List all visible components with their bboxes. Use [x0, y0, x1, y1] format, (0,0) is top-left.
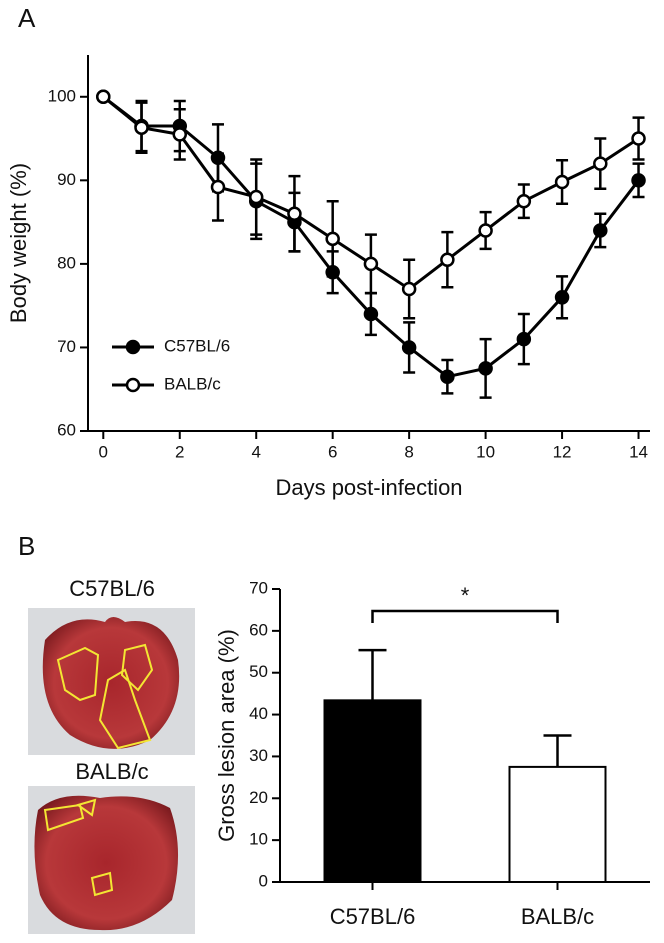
- y-tick-label: 20: [249, 788, 268, 807]
- photo: [28, 786, 195, 934]
- x-tick-label: 8: [404, 442, 413, 461]
- marker: [554, 290, 570, 305]
- marker: [516, 193, 532, 209]
- marker: [478, 223, 493, 238]
- marker: [478, 361, 493, 376]
- legend-label: C57BL/6: [164, 336, 230, 355]
- bar: [323, 699, 422, 884]
- marker: [631, 173, 646, 188]
- y-tick-label: 60: [249, 620, 268, 639]
- photo-label: BALB/c: [75, 759, 148, 784]
- y-tick-label: 30: [249, 746, 268, 765]
- x-tick-label: 14: [629, 442, 648, 461]
- marker: [210, 179, 226, 195]
- marker: [631, 131, 646, 146]
- marker: [593, 223, 608, 238]
- photo-label: C57BL/6: [69, 576, 155, 601]
- legend-marker: [125, 377, 141, 393]
- x-tick-label: 12: [553, 442, 572, 461]
- x-tick-label: 6: [328, 442, 337, 461]
- y-tick-label: 0: [259, 871, 268, 890]
- marker: [287, 206, 302, 222]
- marker: [440, 369, 455, 384]
- x-tick-label: 4: [251, 442, 260, 461]
- x-tick-label: 0: [99, 442, 108, 461]
- x-tick-label: 10: [476, 442, 495, 461]
- y-tick-label: 10: [249, 830, 268, 849]
- x-tick-label: BALB/c: [521, 904, 594, 929]
- marker: [96, 89, 111, 105]
- marker: [363, 256, 379, 272]
- significance-label: *: [461, 583, 470, 608]
- x-tick-label: C57BL/6: [330, 904, 416, 929]
- marker: [363, 306, 379, 322]
- marker: [325, 231, 340, 247]
- y-tick-label: 40: [249, 704, 268, 723]
- marker: [134, 120, 149, 135]
- marker: [516, 331, 532, 347]
- panel-label: B: [18, 531, 35, 561]
- marker: [401, 281, 417, 297]
- y-tick-label: 100: [48, 86, 76, 105]
- legend-marker: [125, 339, 141, 355]
- y-tick-label: 90: [57, 170, 76, 189]
- y-axis-title: Body weight (%): [6, 163, 31, 323]
- panel-label: A: [18, 3, 36, 33]
- x-tick-label: 2: [175, 442, 184, 461]
- marker: [554, 174, 570, 190]
- photo: [28, 608, 195, 755]
- marker: [172, 127, 188, 142]
- y-tick-label: 70: [57, 337, 76, 356]
- y-axis-title: Gross lesion area (%): [214, 629, 239, 842]
- y-tick-label: 60: [57, 420, 76, 439]
- y-tick-label: 70: [249, 578, 268, 597]
- marker: [440, 252, 455, 267]
- bar: [508, 765, 607, 884]
- legend-label: BALB/c: [164, 374, 221, 393]
- y-tick-label: 80: [57, 253, 76, 272]
- marker: [593, 156, 608, 171]
- significance-bracket: [371, 609, 559, 623]
- y-tick-label: 50: [249, 662, 268, 681]
- marker: [248, 189, 264, 205]
- marker: [401, 340, 417, 355]
- x-axis-title: Days post-infection: [275, 475, 462, 500]
